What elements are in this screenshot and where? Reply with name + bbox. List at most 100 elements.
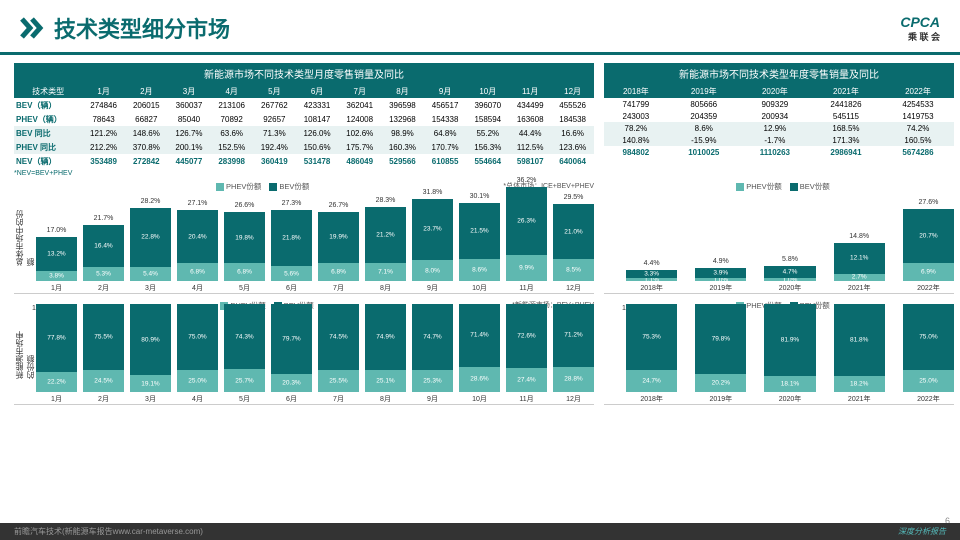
bar-phev: 1.0% [764, 278, 815, 281]
bar-bev: 75.5% [83, 304, 124, 370]
bar-bev: 74.9% [365, 304, 406, 370]
chevron-icon [20, 17, 46, 39]
bar-bev: 12.1% [834, 243, 885, 274]
bar-col: 18.2%81.8%2021年 [834, 304, 885, 404]
bar-col: 27.6%6.9%20.7%2022年 [903, 209, 954, 293]
chart-yearly-nev: PHEV份额BEV份额100%24.7%75.3%2018年20.2%79.8%… [604, 300, 954, 405]
bar-bev: 20.4% [177, 210, 218, 263]
bar-col: 21.7%5.3%16.4%2月 [83, 225, 124, 293]
yearly-table-header: 新能源市场不同技术类型年度零售销量及同比 [604, 63, 954, 84]
bar-col: 27.4%72.6%11月 [506, 304, 547, 404]
bar-bev: 4.7% [764, 266, 815, 278]
bar-bev: 16.4% [83, 225, 124, 268]
bar-col: 4.9%1.0%3.9%2019年 [695, 268, 746, 293]
bar-col: 29.5%8.5%21.0%12月 [553, 204, 594, 293]
bar-col: 25.5%74.5%7月 [318, 304, 359, 404]
logo: CPCA 乘 联 会 [900, 14, 940, 43]
bar-bev: 71.4% [459, 304, 500, 367]
bar-col: 27.1%6.8%20.4%4月 [177, 210, 218, 293]
bar-bev: 13.2% [36, 237, 77, 271]
bar-bev: 21.0% [553, 204, 594, 259]
bar-col: 28.3%7.1%21.2%8月 [365, 207, 406, 293]
bar-bev: 19.8% [224, 212, 265, 263]
bar-bev: 26.3% [506, 187, 547, 255]
bar-col: 25.3%74.7%9月 [412, 304, 453, 404]
bar-phev: 1.1% [626, 278, 677, 281]
bar-col: 24.5%75.5%2月 [83, 304, 124, 404]
bar-col: 17.0%3.8%13.2%1月 [36, 237, 77, 293]
bar-bev: 71.2% [553, 304, 594, 367]
bar-col: 25.0%75.0%4月 [177, 304, 218, 404]
chart-monthly-total: PHEV份额BEV份额*总体市场：ICE+BEV+PHEV总体市场中的份额→17… [14, 181, 594, 294]
bar-col: 24.7%75.3%2018年 [626, 304, 677, 404]
bar-bev: 79.8% [695, 304, 746, 374]
bar-bev: 21.5% [459, 203, 500, 259]
bar-phev: 5.3% [83, 267, 124, 281]
bar-col: 22.2%77.8%1月 [36, 304, 77, 404]
bar-bev: 75.0% [903, 304, 954, 370]
bar-col: 28.8%71.2%12月 [553, 304, 594, 404]
page-title: 技术类型细分市场 [54, 12, 230, 44]
bar-bev: 75.3% [626, 304, 677, 370]
bar-bev: 74.7% [412, 304, 453, 370]
bar-bev: 77.8% [36, 304, 77, 372]
bar-bev: 21.8% [271, 210, 312, 267]
bar-phev: 25.7% [224, 369, 265, 392]
bar-col: 18.1%81.9%2020年 [764, 304, 815, 404]
bar-col: 20.2%79.8%2019年 [695, 304, 746, 404]
bar-area: 4.4%1.1%3.3%2018年4.9%1.0%3.9%2019年5.8%1.… [604, 194, 954, 294]
bar-phev: 28.6% [459, 367, 500, 392]
bar-phev: 25.1% [365, 370, 406, 392]
monthly-table-wrap: 新能源市场不同技术类型月度零售销量及同比 技术类型1月2月3月4月5月6月7月8… [14, 63, 594, 177]
bar-phev: 9.9% [506, 255, 547, 281]
bar-phev: 6.8% [224, 263, 265, 281]
bar-bev: 20.7% [903, 209, 954, 263]
bar-bev: 81.8% [834, 304, 885, 376]
yearly-table: 2018年2019年2020年2021年2022年741799805666909… [604, 84, 954, 158]
bar-bev: 23.7% [412, 199, 453, 261]
bar-bev: 79.7% [271, 304, 312, 374]
bar-bev: 3.9% [695, 268, 746, 278]
bar-col: 20.3%79.7%6月 [271, 304, 312, 404]
bar-bev: 74.3% [224, 304, 265, 369]
bar-phev: 2.7% [834, 274, 885, 281]
bar-phev: 25.0% [903, 370, 954, 392]
chart-row-1: PHEV份额BEV份额*总体市场：ICE+BEV+PHEV总体市场中的份额→17… [0, 181, 960, 294]
bar-bev: 21.2% [365, 207, 406, 262]
bar-col: 28.6%71.4%10月 [459, 304, 500, 404]
bar-area: →17.0%3.8%13.2%1月21.7%5.3%16.4%2月28.2%5.… [14, 194, 594, 294]
footer: 前瞻汽车技术(新能源车报告www.car-metaverse.com) 深度分析… [0, 523, 960, 540]
monthly-table-header: 新能源市场不同技术类型月度零售销量及同比 [14, 63, 594, 84]
bar-phev: 20.2% [695, 374, 746, 392]
bar-phev: 24.5% [83, 370, 124, 392]
chart-yearly-total: PHEV份额BEV份额4.4%1.1%3.3%2018年4.9%1.0%3.9%… [604, 181, 954, 294]
bar-bev: 75.0% [177, 304, 218, 370]
bar-bev: 80.9% [130, 304, 171, 375]
bar-phev: 6.8% [177, 263, 218, 281]
bar-phev: 8.6% [459, 259, 500, 281]
chart-monthly-nev: PHEV份额BEV份额*新能源市场：BEV+PHEV新能源市场中的份额100%→… [14, 300, 594, 405]
tables-row: 新能源市场不同技术类型月度零售销量及同比 技术类型1月2月3月4月5月6月7月8… [0, 55, 960, 181]
footer-left: 前瞻汽车技术(新能源车报告www.car-metaverse.com) [14, 526, 203, 537]
bar-phev: 20.3% [271, 374, 312, 392]
bar-phev: 25.5% [318, 370, 359, 392]
bar-phev: 1.0% [695, 278, 746, 281]
bar-phev: 27.4% [506, 368, 547, 392]
bar-col: 26.6%6.8%19.8%5月 [224, 212, 265, 293]
bar-bev: 3.3% [626, 270, 677, 279]
bar-area: 100%→22.2%77.8%1月24.5%75.5%2月19.1%80.9%3… [14, 313, 594, 405]
monthly-table: 技术类型1月2月3月4月5月6月7月8月9月10月11月12月BEV（辆）274… [14, 84, 594, 168]
logo-sub: 乘 联 会 [900, 30, 940, 43]
bar-col: 27.3%5.6%21.8%6月 [271, 210, 312, 293]
bar-col: 25.0%75.0%2022年 [903, 304, 954, 404]
bar-bev: 19.9% [318, 212, 359, 264]
chart-row-2: PHEV份额BEV份额*新能源市场：BEV+PHEV新能源市场中的份额100%→… [0, 300, 960, 405]
bar-col: 26.7%6.8%19.9%7月 [318, 212, 359, 293]
bar-phev: 25.3% [412, 370, 453, 392]
bar-col: 31.8%8.0%23.7%9月 [412, 199, 453, 293]
bar-col: 14.8%2.7%12.1%2021年 [834, 243, 885, 293]
bar-bev: 22.8% [130, 208, 171, 267]
yearly-table-wrap: 新能源市场不同技术类型年度零售销量及同比 2018年2019年2020年2021… [604, 63, 954, 177]
bar-area: 100%24.7%75.3%2018年20.2%79.8%2019年18.1%8… [604, 313, 954, 405]
bar-bev: 74.5% [318, 304, 359, 370]
